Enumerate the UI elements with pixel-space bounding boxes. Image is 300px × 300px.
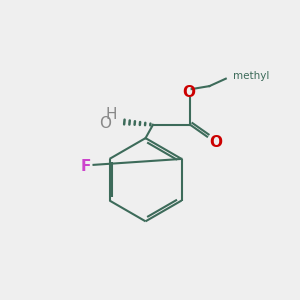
Text: F: F [81,159,91,174]
Text: H: H [106,107,117,122]
Text: O: O [182,85,195,100]
Text: methyl: methyl [233,71,270,81]
Text: O: O [209,135,222,150]
Text: O: O [99,116,111,131]
